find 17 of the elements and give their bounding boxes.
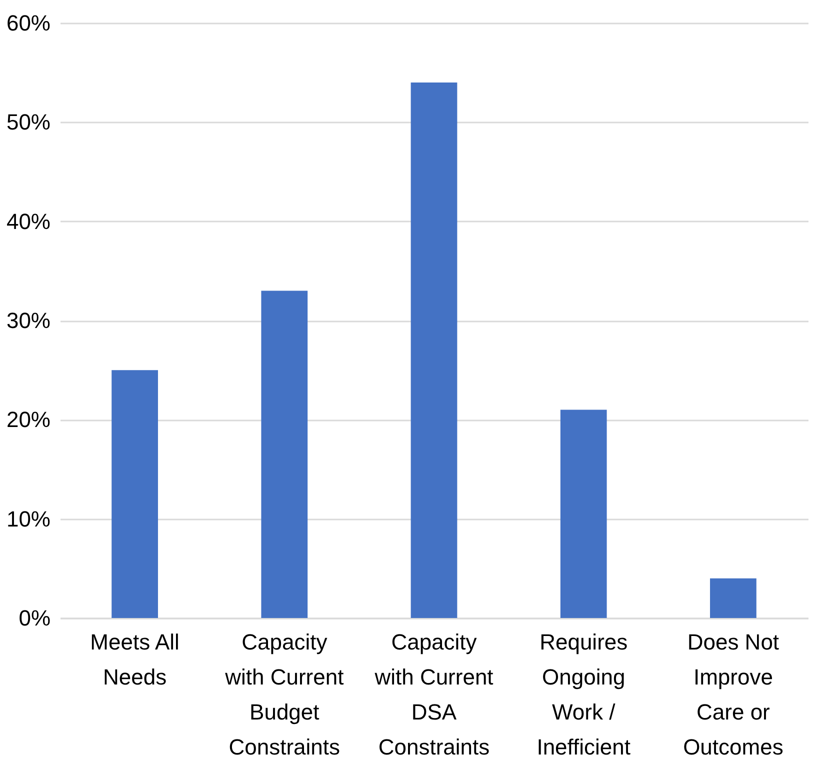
y-tick-label: 60% [6, 10, 50, 36]
x-tick-label: Capacity with Current Budget Constraints [224, 630, 344, 760]
y-tick-label: 10% [6, 506, 50, 532]
bar [410, 82, 458, 618]
bar [560, 410, 607, 618]
x-tick-label: Does Not Improve Care or Outcomes [683, 630, 784, 760]
bar [112, 370, 158, 618]
x-tick-label: Requires Ongoing Work / Inefficient [536, 630, 630, 760]
y-tick-label: 30% [6, 308, 50, 333]
y-tick-label: 50% [6, 110, 50, 135]
x-tick-label: Capacity with Current DSA Constraints [374, 630, 494, 760]
bar [710, 578, 756, 618]
x-tick-label: Meets All Needs [90, 630, 180, 690]
y-tick-label: 20% [6, 407, 50, 432]
y-tick-label: 0% [18, 606, 50, 630]
y-tick-label: 40% [6, 208, 50, 234]
bar [261, 290, 308, 618]
